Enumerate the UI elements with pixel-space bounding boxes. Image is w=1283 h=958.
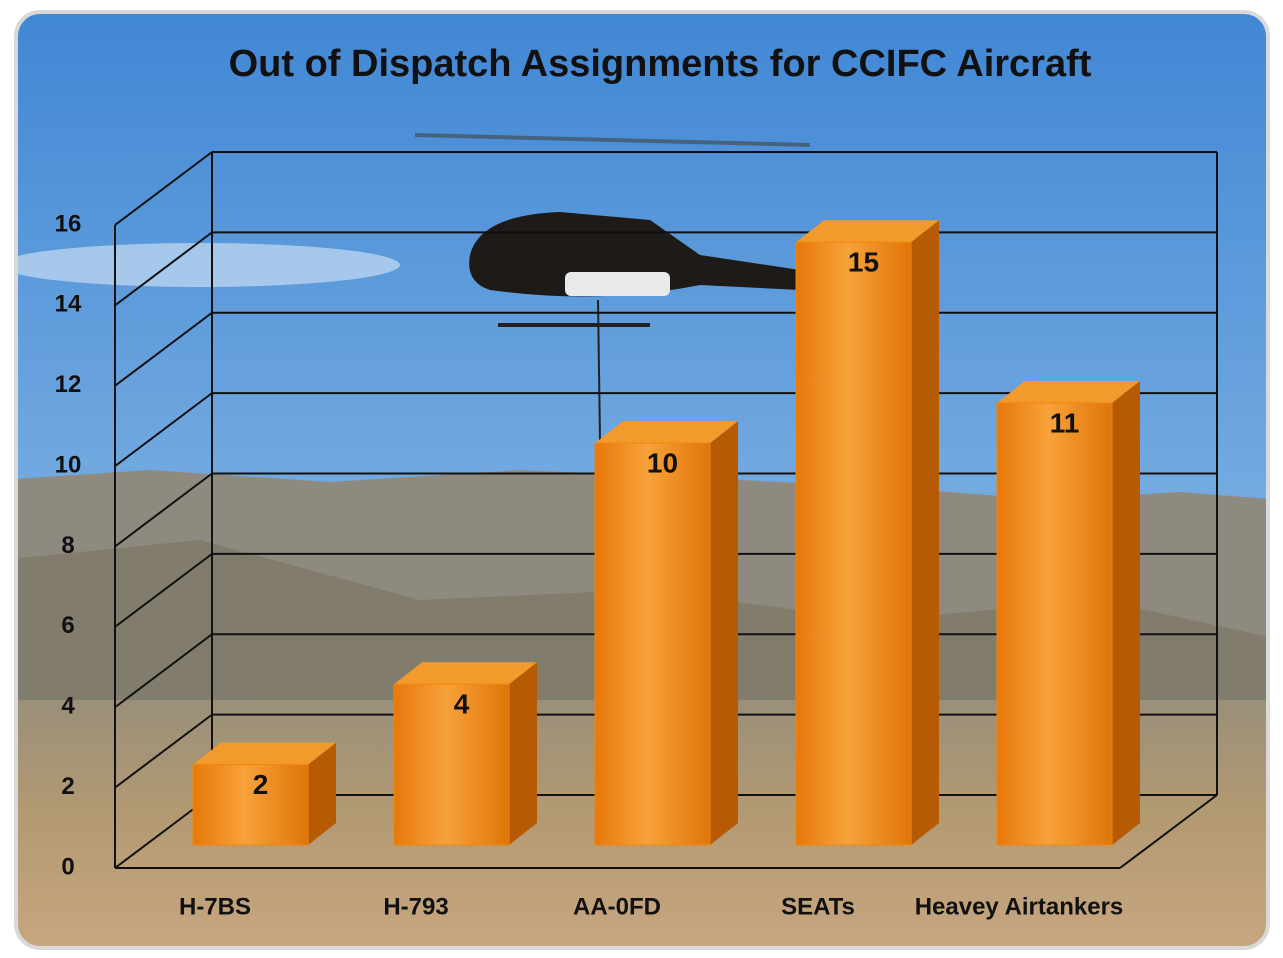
y-tick-label: 4 [61, 693, 75, 720]
bar [393, 662, 537, 846]
bar-top [394, 662, 537, 685]
bar-front [594, 442, 711, 846]
grid-line [114, 392, 213, 467]
grid-line [114, 311, 213, 387]
bar-side [1112, 380, 1140, 845]
grid-line [114, 713, 213, 789]
y-tick-label: 12 [55, 371, 82, 398]
bar-side [509, 662, 537, 845]
y-tick-label: 6 [61, 612, 74, 639]
bar-top [997, 380, 1140, 403]
x-tick-label: H-7BS [179, 893, 251, 920]
bar [996, 380, 1140, 846]
y-tick-label: 10 [55, 451, 82, 478]
y-tick-label: 0 [61, 853, 74, 880]
y-tick-label: 2 [61, 773, 74, 800]
x-tick-label: H-793 [383, 893, 448, 920]
data-label: 15 [848, 247, 879, 278]
data-label: 2 [253, 769, 269, 800]
grid-line [114, 151, 213, 226]
bar [594, 421, 738, 846]
grid-line [114, 553, 213, 628]
bar [795, 220, 939, 846]
x-tick-label: SEATs [781, 893, 855, 920]
x-tick-label: Heavey Airtankers [915, 893, 1124, 920]
y-tick-label: 16 [55, 210, 82, 237]
bar-side [308, 742, 336, 845]
bar-front [192, 764, 309, 846]
grid-line [114, 633, 213, 709]
x-tick-label: AA-0FD [573, 893, 661, 920]
y-tick-label: 8 [61, 532, 74, 559]
bar-side [710, 421, 738, 845]
bar-side [911, 220, 939, 845]
chart-title: Out of Dispatch Assignments for CCIFC Ai… [229, 43, 1092, 85]
floor-edge [1119, 794, 1218, 869]
grid-line [114, 231, 213, 307]
bar-front [795, 241, 912, 846]
y-tick-label: 14 [55, 291, 82, 318]
grid-line [114, 472, 213, 548]
data-label: 10 [647, 448, 678, 479]
bar-top [796, 220, 939, 243]
bar-top [193, 742, 336, 765]
data-label: 11 [1050, 407, 1080, 438]
plot-area: 0 2 4 6 8 10 12 14 16 2 H-7BS 4 H-793 10 AA-0FD 15 SEATs… [55, 151, 1218, 920]
bar-top [595, 421, 738, 444]
bar-front [996, 402, 1113, 846]
bar-front [393, 683, 510, 846]
bar [192, 742, 336, 846]
data-label: 4 [454, 689, 470, 720]
